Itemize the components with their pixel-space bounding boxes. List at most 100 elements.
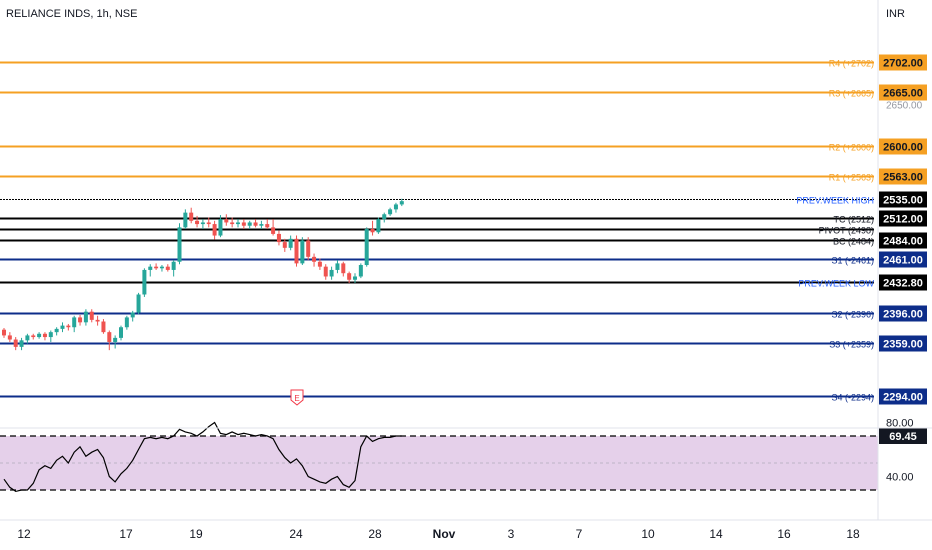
time-tick-label: 19 bbox=[189, 527, 203, 541]
rsi-line bbox=[3, 421, 402, 493]
candle bbox=[399, 198, 404, 207]
pivot-level: S3 (+2359) 2359.00 bbox=[0, 335, 927, 352]
candle bbox=[230, 217, 235, 228]
candle-body bbox=[37, 333, 42, 338]
level-label: S1 (-2461) bbox=[831, 256, 874, 266]
candle bbox=[154, 263, 159, 270]
candle bbox=[54, 327, 59, 336]
rsi-tick-label: 40.00 bbox=[886, 472, 914, 484]
time-tick-label: 12 bbox=[17, 527, 31, 541]
candle bbox=[37, 332, 42, 339]
candle-body bbox=[282, 242, 287, 248]
candle-body bbox=[288, 238, 293, 248]
pivot-level: TC (2512) 2512.00 bbox=[0, 210, 927, 227]
pivot-level: BC (2484) 2484.00 bbox=[0, 232, 927, 249]
candle-body bbox=[165, 266, 170, 270]
price-badge-text: 2359.00 bbox=[883, 339, 923, 351]
price-badge bbox=[879, 232, 927, 249]
candle-body bbox=[370, 229, 375, 233]
candle bbox=[317, 258, 322, 270]
pivot-level: S4 (-2294) 2294.00 bbox=[0, 388, 927, 405]
price-tick-label: 2650.00 bbox=[886, 101, 923, 112]
candle bbox=[224, 214, 229, 226]
candle-body bbox=[335, 263, 340, 270]
pivot-level: PREV.WEEK LOW 2432.80 bbox=[0, 274, 927, 291]
candle bbox=[347, 271, 352, 284]
rsi-pane: 80.00 40.00 69.45 bbox=[0, 418, 932, 493]
candle bbox=[271, 219, 276, 236]
candle-body bbox=[241, 222, 246, 226]
price-badge-text: 2563.00 bbox=[883, 172, 923, 184]
candle bbox=[60, 322, 65, 333]
candle-body bbox=[72, 317, 77, 328]
candle-body bbox=[7, 335, 12, 340]
price-badge bbox=[879, 251, 927, 268]
level-label: R2 (+2600) bbox=[829, 143, 874, 153]
level-label: S3 (+2359) bbox=[829, 340, 874, 350]
candle bbox=[358, 263, 363, 279]
candle bbox=[124, 315, 129, 330]
level-label: PIVOT (2498) bbox=[819, 226, 874, 236]
candle-body bbox=[66, 325, 71, 328]
level-label: R3 (+2665) bbox=[829, 89, 874, 99]
earnings-marker[interactable]: E bbox=[290, 389, 304, 406]
candle-body bbox=[259, 224, 264, 226]
candle-body bbox=[230, 222, 235, 225]
candle-body bbox=[206, 222, 211, 225]
pivot-level: S2 (-2396) 2396.00 bbox=[0, 305, 927, 322]
pivot-level: PREV.WEEK HIGH 2535.00 bbox=[0, 191, 927, 208]
candle-body bbox=[142, 269, 147, 295]
candle bbox=[393, 202, 398, 213]
candle-body bbox=[393, 204, 398, 210]
pivot-level: R2 (+2600) 2600.00 bbox=[0, 138, 927, 155]
candle-body bbox=[119, 327, 123, 338]
candle bbox=[206, 217, 211, 228]
price-badge-text: 2600.00 bbox=[883, 142, 923, 154]
earnings-label: E bbox=[294, 394, 299, 403]
candle-body bbox=[224, 219, 229, 223]
candle-body bbox=[329, 269, 334, 277]
time-axis[interactable]: 12 17 19 24 28 Nov 3 7 10 14 16 18 bbox=[0, 519, 932, 541]
candle bbox=[13, 337, 18, 351]
candle bbox=[212, 220, 217, 240]
time-tick-label: Nov bbox=[433, 527, 456, 541]
candle-body bbox=[347, 273, 352, 280]
candle bbox=[177, 223, 182, 265]
price-badge bbox=[879, 274, 927, 291]
price-badge-text: 2702.00 bbox=[883, 58, 923, 70]
candle-body bbox=[2, 329, 6, 336]
candle bbox=[312, 253, 317, 267]
candle bbox=[276, 230, 281, 246]
candle bbox=[323, 264, 328, 280]
candle-body bbox=[212, 224, 217, 236]
rsi-value-text: 69.45 bbox=[889, 431, 917, 443]
candle bbox=[388, 207, 393, 216]
candle bbox=[370, 220, 375, 236]
candle-body bbox=[13, 339, 18, 347]
candle bbox=[382, 212, 387, 223]
candle-body bbox=[236, 222, 240, 225]
level-label: R4 (+2702) bbox=[829, 59, 874, 69]
candle-body bbox=[364, 229, 369, 266]
level-label: TC (2512) bbox=[833, 215, 874, 225]
level-label: R1 (+2563) bbox=[829, 173, 874, 183]
candle bbox=[241, 219, 246, 229]
candle bbox=[341, 261, 346, 277]
price-badge-text: 2396.00 bbox=[883, 309, 923, 321]
candle bbox=[165, 264, 170, 272]
currency-label: INR bbox=[886, 8, 905, 20]
candle bbox=[113, 335, 118, 349]
candle-body bbox=[19, 340, 24, 347]
candle bbox=[19, 337, 24, 351]
candle-body bbox=[177, 227, 182, 262]
rsi-tick-label: 80.00 bbox=[886, 418, 914, 430]
price-axis[interactable]: 2650.00 bbox=[877, 0, 923, 520]
candle bbox=[376, 217, 381, 234]
candle bbox=[183, 209, 188, 229]
candle-body bbox=[42, 333, 47, 338]
candle bbox=[7, 332, 12, 342]
candle bbox=[89, 309, 94, 323]
candle-body bbox=[124, 317, 129, 328]
candle-body bbox=[195, 220, 200, 225]
